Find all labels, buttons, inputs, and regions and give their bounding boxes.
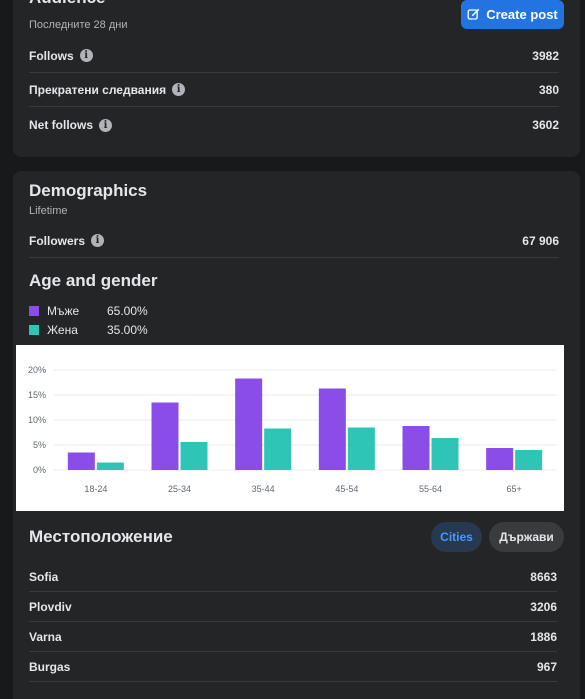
legend-swatch-male (29, 306, 39, 316)
unfollows-value: 380 (538, 82, 559, 97)
legend-label-male: Мъже (47, 304, 80, 318)
legend-label-female: Жена (47, 323, 78, 337)
city-name: Varna (29, 629, 62, 644)
net-follows-row: Net follows i 3602 (29, 108, 559, 142)
audience-card: Audience Последните 28 дни Create post F… (13, 0, 580, 157)
list-item: Burgas 967 (29, 652, 557, 682)
info-icon[interactable]: i (99, 118, 113, 132)
net-follows-value: 3602 (532, 118, 559, 132)
tab-cities[interactable]: Cities (431, 522, 482, 552)
audience-title: Audience (29, 0, 106, 8)
legend-pct-female: 35.00% (107, 323, 148, 337)
list-item: Plovdiv 3206 (29, 592, 557, 622)
info-icon[interactable]: i (172, 83, 186, 96)
legend-swatch-female (29, 325, 39, 335)
age-gender-chart-svg: 0% 5% 10% 15% 20% 18-24 25-34 35-44 45-54 55-64 65… (28, 365, 556, 494)
unfollows-label: Прекратени следвания (29, 82, 167, 97)
followers-label: Followers (29, 233, 86, 248)
bar[interactable] (318, 388, 346, 471)
y-tick-label: 5% (33, 440, 46, 450)
city-value: 1886 (530, 629, 557, 644)
tab-countries[interactable]: Държави (489, 522, 564, 552)
city-value: 967 (536, 659, 557, 674)
create-post-button[interactable]: Create post (461, 0, 564, 29)
follows-row: Follows i 3982 (29, 39, 559, 73)
legend-pct-male: 65.00% (107, 304, 148, 318)
x-tick-label: 35-44 (252, 484, 275, 494)
bar[interactable] (515, 450, 543, 470)
x-tick-label: 45-54 (335, 484, 358, 494)
y-tick-label: 20% (28, 365, 46, 375)
y-tick-label: 15% (28, 390, 46, 400)
audience-period: Последните 28 дни (29, 19, 128, 31)
bar[interactable] (151, 402, 179, 471)
info-icon[interactable]: i (91, 234, 105, 247)
bar[interactable] (180, 442, 208, 470)
location-title: Местоположение (29, 527, 173, 546)
bar[interactable] (431, 438, 459, 470)
net-follows-label: Net follows (29, 118, 94, 132)
x-tick-label: 18-24 (84, 484, 107, 494)
city-name: Plovdiv (29, 599, 72, 614)
city-name: Burgas (29, 659, 71, 674)
y-tick-label: 10% (28, 415, 46, 425)
list-item: Sofia 8663 (29, 562, 557, 592)
demographics-period: Lifetime (29, 205, 68, 217)
unfollows-row: Прекратени следвания i 380 (29, 73, 559, 107)
age-gender-chart: 0% 5% 10% 15% 20% 18-24 25-34 35-44 45-54 55-64 65… (16, 345, 564, 511)
x-tick-label: 55-64 (419, 484, 442, 494)
age-gender-title: Age and gender (29, 271, 158, 290)
bar[interactable] (235, 378, 263, 471)
edit-icon (467, 8, 480, 20)
bar[interactable] (264, 428, 292, 471)
list-item: Varna 1886 (29, 622, 557, 652)
info-icon[interactable]: i (79, 49, 93, 62)
followers-value: 67 906 (522, 233, 559, 248)
x-tick-label: 65+ (507, 484, 522, 494)
city-value: 8663 (530, 569, 557, 584)
follows-label: Follows (29, 48, 74, 63)
legend-item-male: Мъже 65.00% (29, 304, 148, 318)
x-tick-label: 25-34 (168, 484, 191, 494)
city-value: 3206 (530, 599, 557, 614)
city-name: Sofia (29, 569, 59, 584)
follows-value: 3982 (532, 48, 559, 63)
bar[interactable] (402, 426, 430, 470)
bar[interactable] (96, 462, 124, 471)
demographics-title: Demographics (29, 181, 148, 200)
bar[interactable] (347, 427, 375, 471)
legend-item-female: Жена 35.00% (29, 323, 148, 337)
followers-row: Followers i 67 906 (29, 224, 559, 258)
y-tick-label: 0% (33, 465, 46, 475)
bar[interactable] (67, 452, 95, 471)
bar[interactable] (486, 448, 514, 470)
create-post-label: Create post (486, 7, 558, 22)
